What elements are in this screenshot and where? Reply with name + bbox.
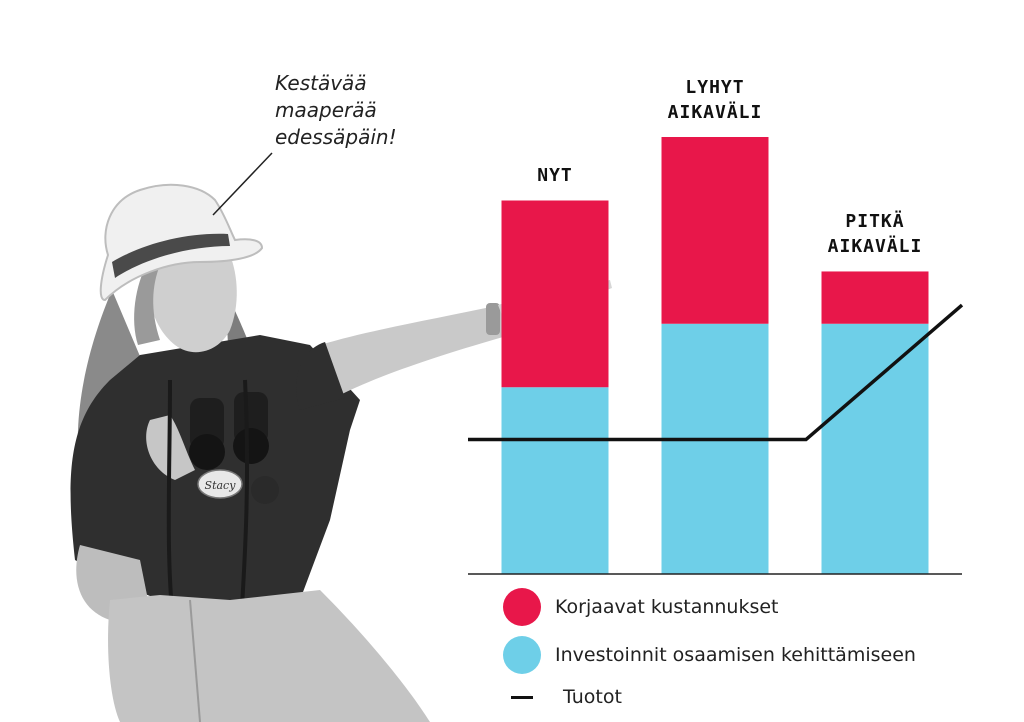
legend-line-icon <box>511 695 533 699</box>
bar-segment-investment <box>501 387 609 574</box>
bar-segment-investment <box>821 323 929 574</box>
legend-label: Investoinnit osaamisen kehittämiseen <box>555 644 916 666</box>
returns-line <box>468 303 964 442</box>
legend-label: Korjaavat kustannukset <box>555 596 779 618</box>
category-label-line: PITKÄ <box>845 211 905 233</box>
category-label-pitka-aikavali: PITKÄ AIKAVÄLI <box>785 209 965 259</box>
category-label-line: AIKAVÄLI <box>667 102 763 123</box>
svg-text:Stacy: Stacy <box>205 479 237 492</box>
legend-item-corrective-costs: Korjaavat kustannukset <box>503 588 779 626</box>
legend-circle-icon <box>503 636 541 674</box>
bar-segment-corrective <box>501 200 609 388</box>
speech-line: edessäpäin! <box>275 125 397 149</box>
speech-pointer <box>212 152 273 216</box>
category-label-line: LYHYT <box>685 77 745 98</box>
bar-segment-investment <box>661 323 769 574</box>
legend-item-investments: Investoinnit osaamisen kehittämiseen <box>503 636 916 674</box>
legend-item-returns: Tuotot <box>503 679 622 715</box>
bars <box>501 137 929 574</box>
legend-label: Tuotot <box>563 686 622 708</box>
speech-line: maaperää <box>275 98 377 122</box>
bar-segment-corrective <box>821 271 929 324</box>
chart <box>468 137 964 575</box>
person-with-binoculars-photo: Stacy <box>70 183 612 722</box>
bar-segment-corrective <box>661 137 769 324</box>
category-label-nyt: NYT <box>465 163 645 188</box>
category-label-lyhyt-aikavali: LYHYT AIKAVÄLI <box>625 75 805 125</box>
category-label-line: NYT <box>537 165 573 187</box>
speech-bubble: Kestävää maaperää edessäpäin! <box>275 70 397 151</box>
legend-circle-icon <box>503 588 541 626</box>
category-label-line: AIKAVÄLI <box>827 236 923 258</box>
speech-line: Kestävää <box>275 71 367 95</box>
